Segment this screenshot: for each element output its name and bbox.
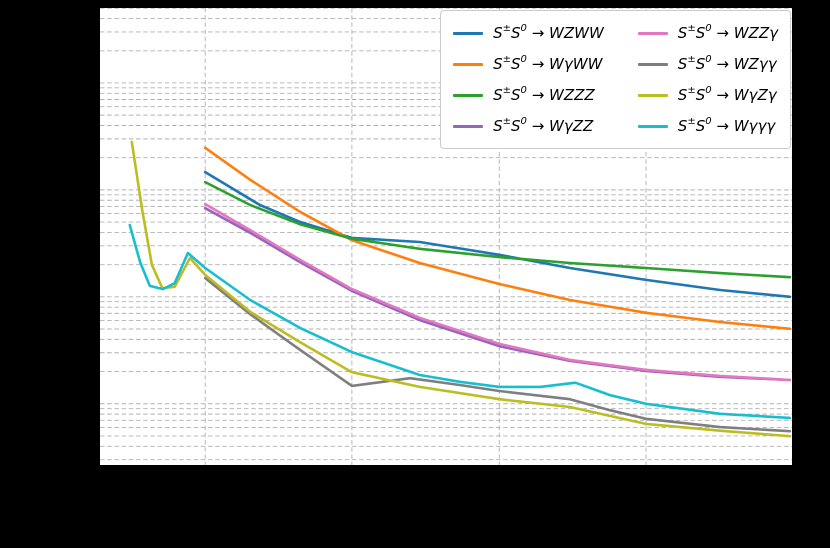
legend-item-wggg: S±S0 → Wγγγ bbox=[637, 112, 778, 140]
legend-swatch-wzzg bbox=[637, 31, 668, 35]
series-line-wzww bbox=[203, 170, 792, 299]
legend-label-wzzz: S±S0 → WZZZ bbox=[493, 85, 595, 104]
series-line-wgzz bbox=[203, 206, 792, 382]
legend-box: S±S0 → WZWW S±S0 → WγWW S±S0 → WZZZ S±S0 → … bbox=[440, 10, 791, 149]
legend-item-wzgg: S±S0 → WZγγ bbox=[637, 50, 778, 78]
legend-item-wgzz: S±S0 → WγZZ bbox=[453, 112, 604, 140]
legend-item-wzzz: S±S0 → WZZZ bbox=[453, 81, 604, 109]
legend-swatch-wggg bbox=[637, 124, 668, 128]
legend-label-wgzg: S±S0 → WγZγ bbox=[677, 85, 777, 104]
series-line-wggg bbox=[128, 223, 792, 420]
legend-swatch-wgzg bbox=[637, 93, 668, 97]
series-line-wgzg bbox=[130, 140, 792, 438]
legend-swatch-wgzz bbox=[453, 124, 484, 128]
plot-area: S±S0 → WZWW S±S0 → WγWW S±S0 → WZZZ S±S0 → … bbox=[100, 8, 792, 465]
legend-swatch-wgww bbox=[453, 62, 484, 66]
legend-label-wgzz: S±S0 → WγZZ bbox=[493, 116, 594, 135]
legend-item-wgzg: S±S0 → WγZγ bbox=[637, 81, 778, 109]
legend-item-wzzg: S±S0 → WZZγ bbox=[637, 19, 778, 47]
series-line-wgww bbox=[203, 146, 792, 331]
legend-label-wzgg: S±S0 → WZγγ bbox=[677, 54, 777, 73]
series-line-wzzz bbox=[203, 180, 792, 279]
legend-label-wzzg: S±S0 → WZZγ bbox=[677, 23, 778, 42]
series-line-wzgg bbox=[203, 276, 792, 433]
legend-label-wgww: S±S0 → WγWW bbox=[493, 54, 603, 73]
legend-item-wzww: S±S0 → WZWW bbox=[453, 19, 604, 47]
legend-swatch-wzww bbox=[453, 31, 484, 35]
legend-label-wzww: S±S0 → WZWW bbox=[493, 23, 604, 42]
legend-item-wgww: S±S0 → WγWW bbox=[453, 50, 604, 78]
legend-label-wggg: S±S0 → Wγγγ bbox=[677, 116, 776, 135]
series-line-wzzg bbox=[203, 202, 792, 382]
legend-swatch-wzgg bbox=[637, 62, 668, 66]
legend-swatch-wzzz bbox=[453, 93, 484, 97]
